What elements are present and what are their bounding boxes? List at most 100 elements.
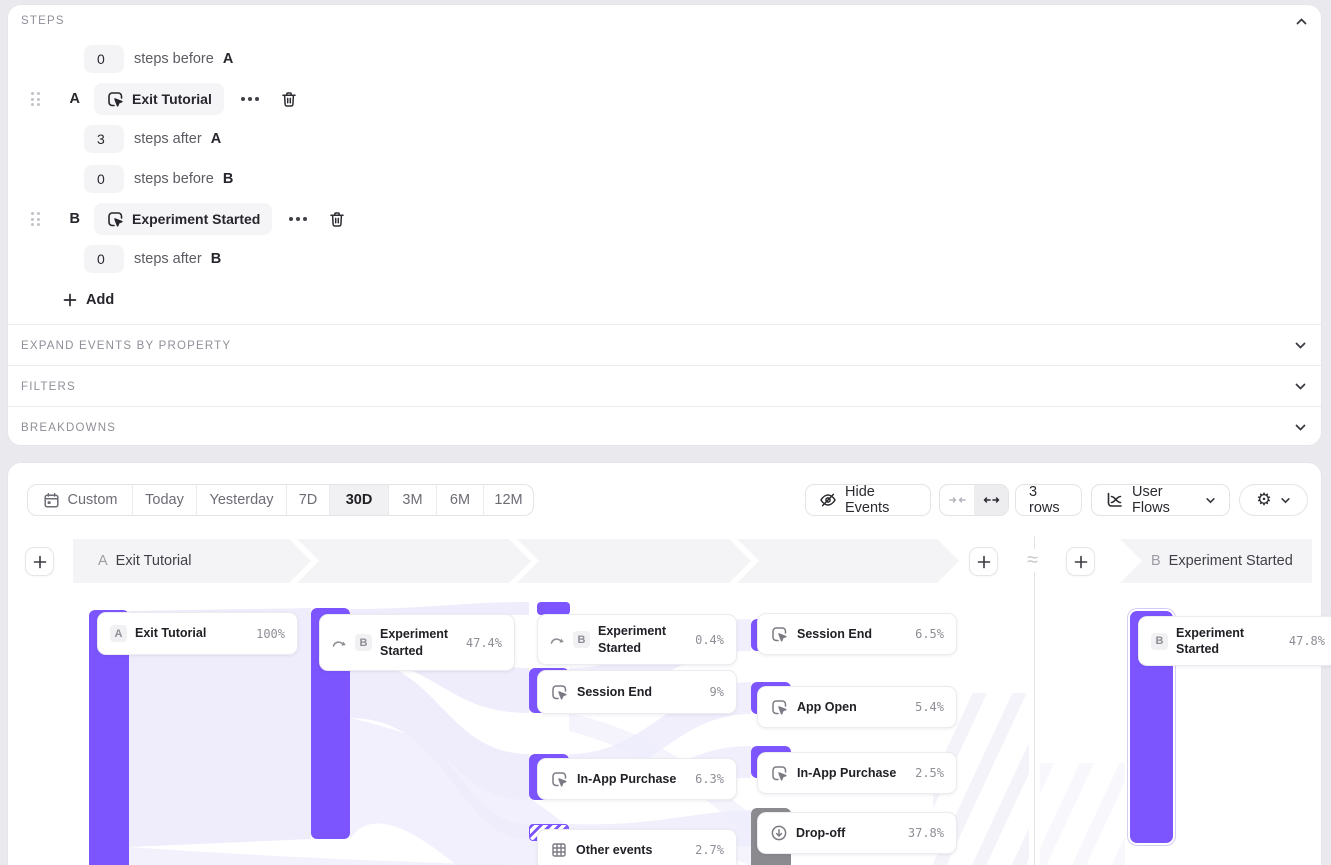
drop-off-icon	[770, 824, 788, 842]
skip-arrow-icon	[332, 637, 347, 649]
rows-label: 3 rows	[1029, 484, 1060, 516]
node-percent: 2.5%	[915, 766, 944, 780]
hide-events-button[interactable]: Hide Events	[805, 484, 931, 516]
collapse-steps-chevron-up-icon[interactable]	[1295, 15, 1308, 28]
node-name: Drop-off	[796, 825, 846, 840]
add-column-left-button[interactable]	[25, 547, 54, 576]
step-letter-badge: B	[355, 634, 372, 651]
calendar-icon	[43, 492, 60, 509]
node-name: Other events	[576, 842, 653, 857]
plus-icon	[977, 555, 991, 569]
flow-header-a-label: Exit Tutorial	[115, 553, 192, 569]
flow-node-experiment-started-474[interactable]: B Experiment Started 47.4%	[319, 614, 515, 671]
range-3m-button[interactable]: 3M	[389, 485, 437, 515]
add-column-after-break-button[interactable]	[1066, 547, 1095, 576]
steps-before-b-ref: B	[222, 171, 234, 187]
chevron-down-icon	[1294, 380, 1307, 393]
add-step-label: Add	[86, 292, 115, 308]
flow-bar-experiment-started-04[interactable]	[537, 602, 570, 615]
range-today-button[interactable]: Today	[133, 485, 197, 515]
flow-node-experiment-started-478[interactable]: B Experiment Started 47.8%	[1138, 616, 1331, 666]
collapse-columns-button[interactable]	[940, 485, 974, 515]
range-12m-button[interactable]: 12M	[484, 485, 533, 515]
steps-after-a-label: steps after	[134, 131, 202, 147]
steps-after-a-input[interactable]	[84, 125, 124, 153]
flow-node-exit-tutorial[interactable]: A Exit Tutorial 100%	[97, 612, 298, 655]
flow-step-band	[73, 539, 1312, 583]
step-b-overflow-icon[interactable]	[289, 217, 308, 221]
user-flows-chart-icon	[1105, 491, 1124, 509]
flow-break-line	[1034, 536, 1035, 865]
step-b-letter: B	[69, 211, 80, 227]
grid-icon	[550, 841, 568, 859]
view-selector-label: User Flows	[1132, 484, 1170, 516]
node-percent: 47.8%	[1288, 634, 1325, 648]
range-6m-button[interactable]: 6M	[437, 485, 484, 515]
section-expand-events[interactable]: EXPAND EVENTS BY PROPERTY	[8, 324, 1321, 366]
flow-node-in-app-purchase-63[interactable]: In-App Purchase 6.3%	[537, 758, 737, 800]
step-b-event-chip[interactable]: Experiment Started	[93, 203, 273, 235]
node-percent: 100%	[256, 626, 285, 641]
flow-header-b-label: Experiment Started	[1168, 553, 1293, 569]
expand-columns-button[interactable]	[974, 485, 1008, 515]
settings-button[interactable]: ⚙	[1239, 484, 1308, 516]
flow-header-a-letter: A	[98, 553, 108, 569]
date-range-control: Custom Today Yesterday 7D 30D 3M 6M 12M	[27, 484, 534, 516]
flow-node-other-events[interactable]: Other events 2.7%	[537, 829, 737, 865]
node-name: Experiment Started	[1176, 625, 1245, 656]
steps-before-a-ref: A	[222, 51, 234, 67]
section-breakdowns[interactable]: BREAKDOWNS	[8, 406, 1321, 448]
node-name: App Open	[797, 699, 857, 714]
node-percent: 0.4%	[695, 632, 724, 647]
steps-after-b-input[interactable]	[84, 245, 124, 273]
node-percent: 9%	[709, 685, 724, 699]
range-12m-label: 12M	[494, 492, 523, 508]
flow-node-session-end-65[interactable]: Session End 6.5%	[757, 613, 957, 655]
node-percent: 2.7%	[695, 843, 724, 857]
node-percent: 37.8%	[907, 826, 944, 840]
range-3m-label: 3M	[402, 492, 423, 508]
arrows-inward-icon	[948, 494, 966, 506]
flow-column-a-header[interactable]: A Exit Tutorial	[98, 539, 191, 583]
steps-before-b-label: steps before	[134, 171, 214, 187]
rows-button[interactable]: 3 rows	[1015, 484, 1082, 516]
flow-column-b-header[interactable]: B Experiment Started	[1151, 539, 1293, 583]
drag-handle-icon[interactable]	[31, 212, 40, 226]
range-30d-button[interactable]: 30D	[330, 485, 389, 515]
step-a-letter: A	[69, 91, 80, 107]
width-toggle-control	[939, 484, 1009, 516]
range-6m-label: 6M	[449, 492, 471, 508]
step-a-overflow-icon[interactable]	[240, 97, 259, 101]
step-a-trash-icon[interactable]	[280, 90, 298, 109]
flow-node-drop-off[interactable]: Drop-off 37.8%	[757, 812, 957, 854]
range-custom-button[interactable]: Custom	[28, 485, 133, 515]
view-selector-button[interactable]: User Flows	[1091, 484, 1230, 516]
plus-icon	[63, 293, 77, 307]
flow-node-session-end-9[interactable]: Session End 9%	[537, 670, 737, 714]
plus-icon	[33, 555, 47, 569]
drag-handle-icon[interactable]	[31, 92, 40, 106]
add-step-button[interactable]: Add	[63, 288, 114, 312]
step-a-event-label: Exit Tutorial	[131, 91, 212, 107]
arrows-outward-icon	[983, 494, 1000, 506]
step-b-trash-icon[interactable]	[328, 210, 346, 229]
section-filters[interactable]: FILTERS	[8, 365, 1321, 407]
steps-after-b-ref: B	[210, 251, 222, 267]
step-a-event-chip[interactable]: Exit Tutorial	[93, 83, 224, 115]
steps-before-a-input[interactable]	[84, 45, 124, 73]
section-expand-events-label: EXPAND EVENTS BY PROPERTY	[21, 339, 232, 352]
flow-node-experiment-started-04[interactable]: B Experiment Started 0.4%	[537, 614, 737, 665]
event-click-icon	[770, 698, 789, 717]
flow-node-in-app-purchase-25[interactable]: In-App Purchase 2.5%	[757, 752, 957, 794]
add-column-before-break-button[interactable]	[969, 547, 998, 576]
flow-node-app-open[interactable]: App Open 5.4%	[757, 686, 957, 728]
event-click-icon	[106, 210, 125, 229]
node-name: In-App Purchase	[577, 771, 677, 786]
range-30d-label: 30D	[345, 492, 373, 508]
range-yesterday-button[interactable]: Yesterday	[197, 485, 287, 515]
steps-after-b-label: steps after	[134, 251, 202, 267]
range-7d-button[interactable]: 7D	[287, 485, 330, 515]
steps-before-b-input[interactable]	[84, 165, 124, 193]
range-today-label: Today	[145, 492, 184, 508]
